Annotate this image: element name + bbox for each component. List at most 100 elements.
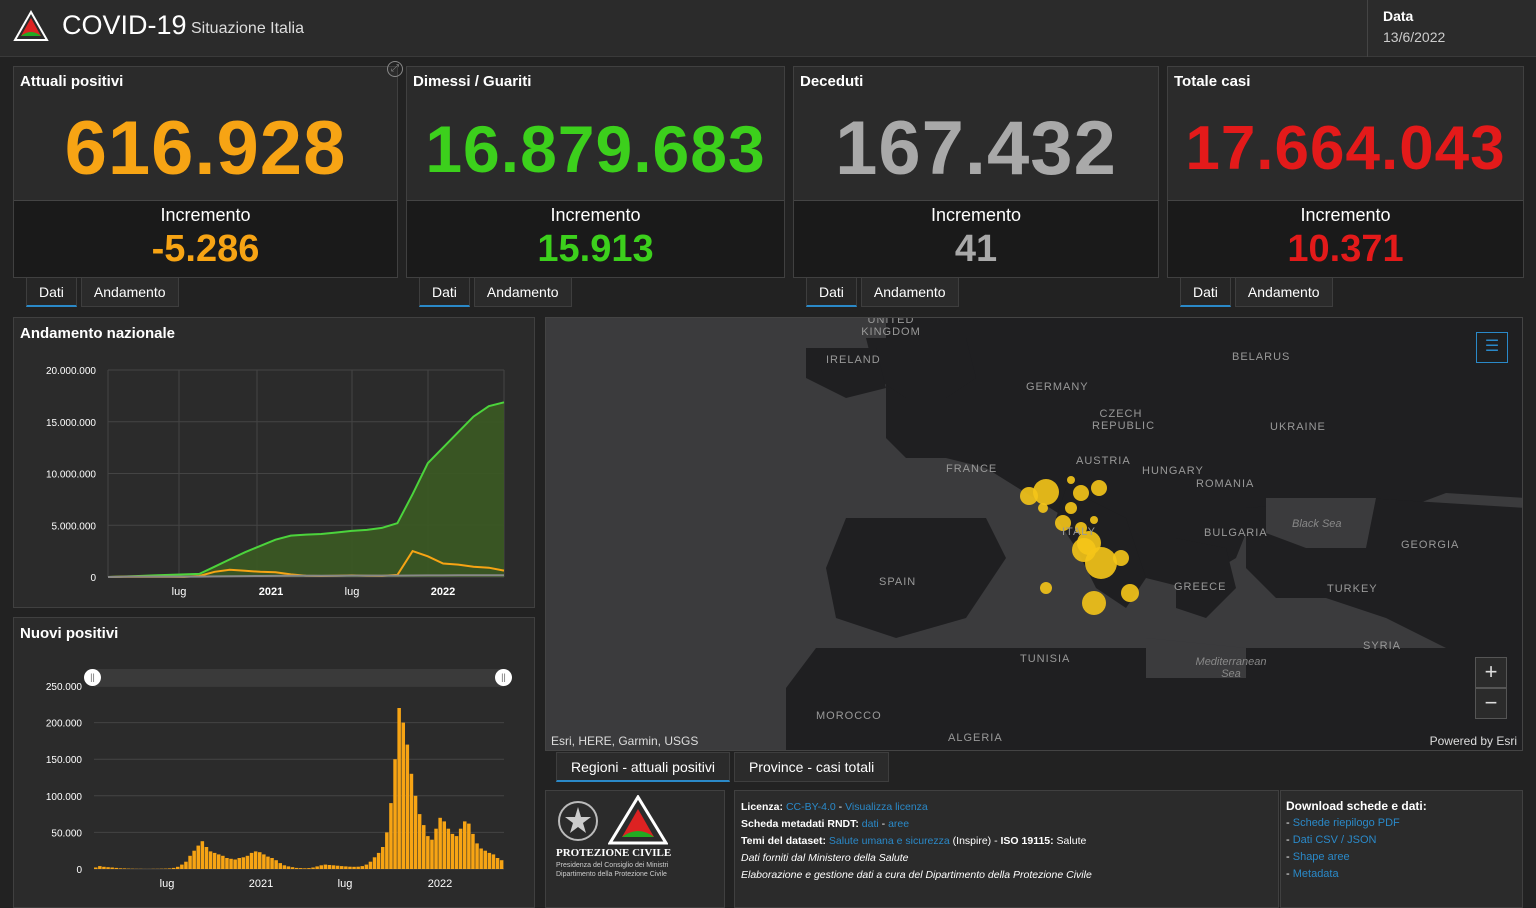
temi-link[interactable]: Salute umana e sicurezza [828, 835, 950, 847]
region-bubble [1075, 522, 1087, 534]
region-bubble [1040, 582, 1052, 594]
bar [389, 803, 393, 869]
tab-dati[interactable]: Dati [26, 278, 77, 307]
bar [225, 858, 229, 869]
map-bubbles[interactable] [1020, 476, 1139, 615]
x-tick-label: lug [160, 878, 175, 890]
bar [344, 866, 348, 869]
download-shape-link[interactable]: Shape aree [1292, 851, 1350, 863]
download-metadata-link[interactable]: Metadata [1292, 868, 1339, 880]
increment-value: 41 [954, 228, 998, 270]
map-view[interactable]: UNITED KINGDOM IRELAND GERMANY CZECH REP… [545, 317, 1523, 751]
bar [495, 858, 500, 869]
y-tick-label: 5.000.000 [52, 521, 97, 532]
bar [110, 867, 114, 869]
tab-andamento[interactable]: Andamento [1234, 278, 1333, 307]
map-powered-by[interactable]: Powered by Esri [1429, 734, 1517, 748]
region-bubble [1090, 516, 1098, 524]
x-tick-label: 2021 [259, 586, 283, 598]
expand-icon[interactable]: ⤢ [387, 61, 403, 77]
card-increment: Incremento 41 [794, 200, 1158, 277]
pc-sub-2: Dipartimento della Protezione Civile [556, 871, 667, 878]
x-tick-label: 2022 [428, 878, 452, 890]
card-title: Deceduti [800, 73, 864, 90]
download-csv-link[interactable]: Dati CSV / JSON [1292, 834, 1377, 846]
map-label-georgia: GEORGIA [1401, 539, 1460, 551]
map-label-mediterranean: Mediterranean Sea [1195, 656, 1267, 680]
iso-label: ISO 19115: [1000, 835, 1054, 847]
bar [471, 833, 475, 869]
scheda-label: Scheda metadati RNDT: [741, 818, 859, 830]
card-title: Attuali positivi [20, 73, 124, 90]
download-pdf-link[interactable]: Schede riepilogo PDF [1292, 817, 1400, 829]
app-subtitle: Situazione Italia [191, 20, 304, 37]
bar [381, 847, 385, 869]
legend-icon[interactable]: ☰ [1476, 332, 1508, 363]
bar [286, 866, 291, 869]
bar [118, 868, 123, 869]
card-value: 16.879.683 [425, 112, 766, 186]
bar [323, 864, 328, 869]
tab-andamento[interactable]: Andamento [473, 278, 572, 307]
bar [102, 866, 106, 869]
card-attuali-positivi: Attuali positivi ⤢ 616.928 Incremento -5… [13, 61, 403, 278]
tab-andamento[interactable]: Andamento [80, 278, 179, 307]
bar [446, 828, 451, 869]
bar [122, 868, 127, 869]
bar [442, 821, 446, 869]
download-item: - Schede riepilogo PDF [1286, 817, 1400, 829]
range-slider-track[interactable] [92, 669, 504, 686]
logos-panel: PROTEZIONE CIVILE Presidenza del Consigl… [545, 790, 725, 908]
map-basemap [546, 318, 1522, 750]
bar [348, 866, 352, 869]
scheda-aree-link[interactable]: aree [888, 818, 910, 830]
tab-province[interactable]: Province - casi totali [733, 752, 890, 782]
region-bubble [1072, 538, 1096, 562]
range-slider-handle-right[interactable]: || [495, 669, 512, 686]
tab-dati[interactable]: Dati [806, 278, 857, 307]
series-line [107, 401, 505, 578]
bar [397, 708, 401, 869]
scheda-dati-link[interactable]: dati [861, 818, 879, 830]
bar [331, 865, 336, 869]
map-label-germany: GERMANY [1026, 381, 1089, 393]
bar [270, 858, 274, 869]
tab-andamento[interactable]: Andamento [860, 278, 959, 307]
card-increment: Incremento -5.286 [14, 200, 397, 277]
map-attribution: Esri, HERE, Garmin, USGS [551, 734, 699, 748]
licenza-label: Licenza: [741, 801, 784, 813]
region-bubble [1091, 480, 1107, 496]
map-label-bulgaria: BULGARIA [1204, 527, 1268, 539]
range-slider-handle-left[interactable]: || [84, 669, 101, 686]
bar [372, 857, 377, 869]
bar [278, 863, 282, 869]
card-increment: Incremento 10.371 [1168, 200, 1523, 277]
map-label-tunisia: TUNISIA [1020, 653, 1071, 665]
bar [376, 852, 381, 869]
bar [491, 854, 496, 869]
region-bubble [1121, 584, 1139, 602]
bar [483, 850, 487, 869]
licenza-link[interactable]: CC-BY-4.0 [785, 801, 836, 813]
bar [114, 867, 118, 869]
tab-dati[interactable]: Dati [419, 278, 470, 307]
increment-label: Incremento [930, 205, 1022, 225]
map-label-ireland: IRELAND [826, 354, 881, 366]
visualizza-licenza-link[interactable]: Visualizza licenza [845, 801, 928, 813]
pc-sub-1: Presidenza del Consiglio dei Ministri [556, 862, 669, 869]
bar [221, 855, 225, 869]
bar [188, 855, 192, 869]
date-box: Data 13/6/2022 [1367, 0, 1536, 57]
tab-dati[interactable]: Dati [1180, 278, 1231, 307]
repubblica-emblem-icon [558, 801, 598, 841]
chart-andamento-nazionale: Andamento nazionale 20.000.000 15.000.000… [13, 317, 535, 608]
bar [94, 867, 98, 869]
iso-val: Salute [1053, 835, 1087, 847]
zoom-in-button[interactable]: + [1475, 657, 1507, 688]
bar [176, 866, 180, 869]
card-tabs-totale: Dati Andamento [1180, 278, 1337, 308]
bar [217, 854, 221, 869]
increment-value: -5.286 [151, 228, 260, 270]
tab-regioni[interactable]: Regioni - attuali positivi [556, 752, 730, 782]
zoom-out-button[interactable]: − [1475, 688, 1507, 719]
